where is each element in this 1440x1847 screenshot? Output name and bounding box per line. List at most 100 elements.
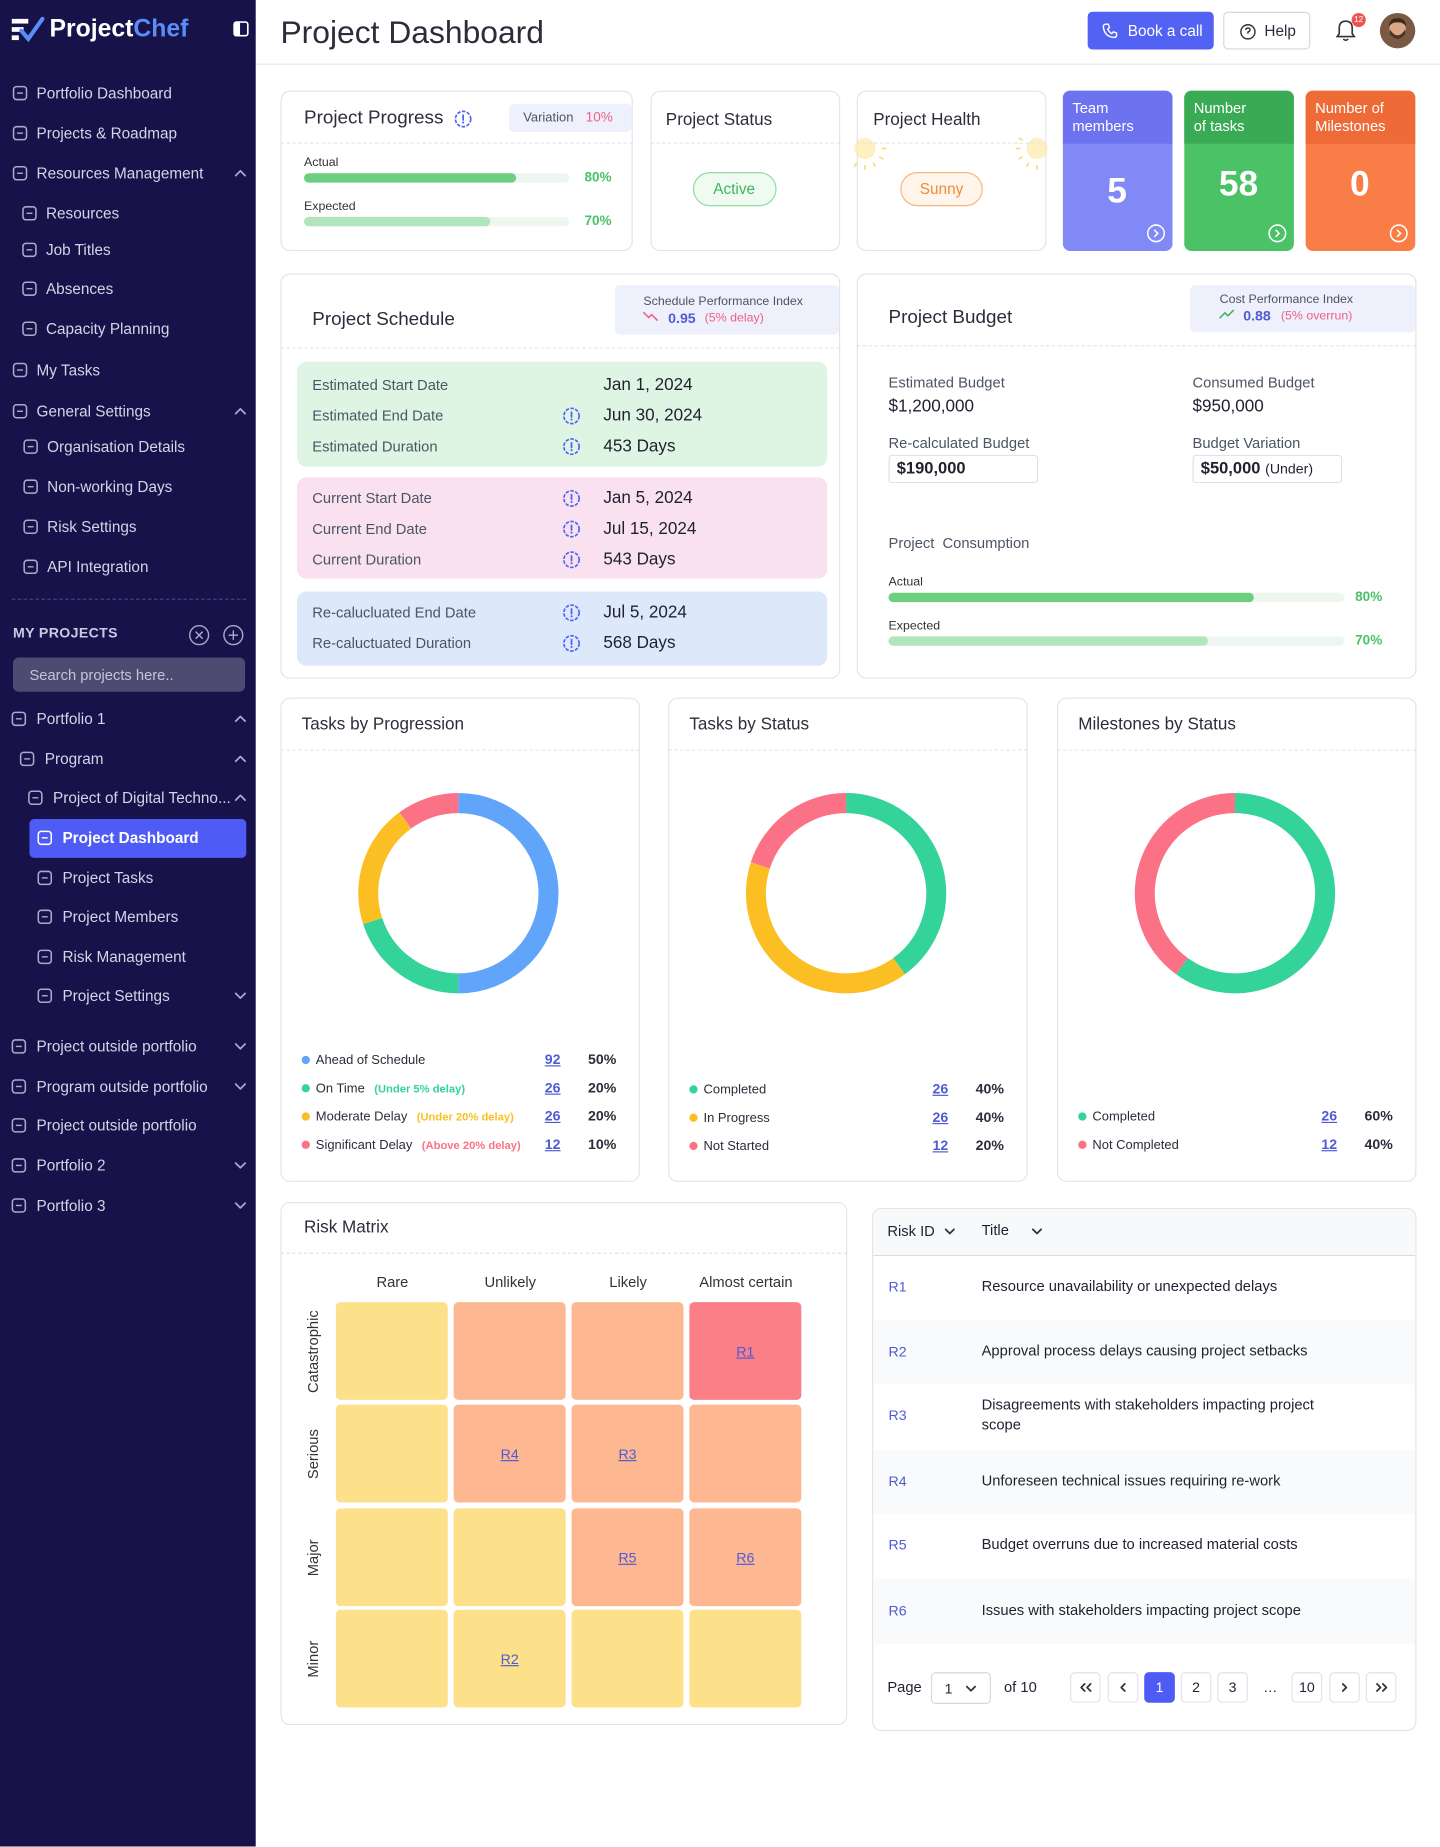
budget-value: $1,200,000 bbox=[888, 397, 975, 416]
tree-item[interactable]: Project outside portfolio bbox=[36, 1037, 197, 1056]
matrix-risk-link[interactable]: R4 bbox=[500, 1445, 519, 1463]
risk-id[interactable]: R6 bbox=[888, 1602, 907, 1620]
risk-id[interactable]: R4 bbox=[888, 1472, 907, 1490]
nav-item[interactable]: API Integration bbox=[47, 557, 149, 576]
matrix-risk-link[interactable]: R1 bbox=[736, 1343, 755, 1360]
legend-count[interactable]: 12 bbox=[1321, 1135, 1338, 1153]
tree-item[interactable]: Project Settings bbox=[62, 986, 170, 1005]
chevron-icon bbox=[234, 169, 246, 177]
matrix-cell bbox=[335, 1508, 448, 1607]
nav-item[interactable]: Non-working Days bbox=[47, 477, 173, 496]
legend-percent: 20% bbox=[587, 1079, 617, 1096]
page-number[interactable]: 3 bbox=[1228, 1679, 1237, 1696]
avatar[interactable] bbox=[1379, 12, 1416, 49]
pagination-button[interactable] bbox=[1107, 1672, 1139, 1703]
chevron-icon bbox=[1341, 1683, 1348, 1692]
page-select[interactable] bbox=[930, 1672, 992, 1704]
matrix-cell bbox=[571, 1404, 684, 1503]
tree-item[interactable]: Project outside portfolio bbox=[36, 1116, 197, 1135]
help-mark bbox=[1245, 27, 1251, 34]
index-box bbox=[1190, 285, 1416, 333]
nav-item-active[interactable]: Project Dashboard bbox=[62, 829, 199, 847]
legend-dot bbox=[689, 1112, 698, 1122]
legend-label: Completed bbox=[703, 1082, 767, 1098]
info-dot bbox=[570, 449, 573, 452]
pagination-button[interactable] bbox=[1217, 1672, 1248, 1703]
matrix-risk-link[interactable]: R6 bbox=[736, 1549, 755, 1567]
bar-fill bbox=[888, 592, 1254, 603]
nav-item[interactable]: General Settings bbox=[36, 402, 151, 421]
legend-count[interactable]: 26 bbox=[932, 1108, 949, 1126]
legend-count[interactable]: 26 bbox=[544, 1107, 561, 1125]
page-number[interactable]: 2 bbox=[1192, 1679, 1201, 1696]
chevron bbox=[1341, 1683, 1348, 1692]
nav-item[interactable]: Capacity Planning bbox=[45, 319, 170, 338]
tree-item[interactable]: Project of Digital Techno... bbox=[53, 788, 230, 807]
nav-item[interactable]: Absences bbox=[45, 279, 114, 298]
tree-item[interactable]: Risk Management bbox=[62, 948, 186, 966]
nav-item[interactable]: Organisation Details bbox=[47, 437, 186, 456]
nav-item[interactable]: Job Titles bbox=[45, 240, 111, 259]
stat-arrow-icon[interactable] bbox=[1389, 224, 1408, 243]
legend-count[interactable]: 26 bbox=[544, 1079, 561, 1096]
stat-label: Number of Milestones bbox=[1315, 100, 1386, 135]
legend-count[interactable]: 12 bbox=[544, 1135, 561, 1153]
nav-item[interactable]: Risk Settings bbox=[47, 517, 137, 536]
pagination-button[interactable] bbox=[1329, 1672, 1360, 1703]
nav-icon bbox=[19, 751, 35, 767]
nav-item[interactable]: Resources Management bbox=[36, 164, 204, 183]
column-header[interactable]: Title bbox=[981, 1221, 1009, 1239]
chevron bbox=[234, 1162, 246, 1169]
legend-count[interactable]: 92 bbox=[544, 1051, 561, 1068]
nav-icon-shape bbox=[11, 1158, 27, 1173]
tree-item[interactable]: Portfolio 2 bbox=[36, 1156, 106, 1175]
tree-item[interactable]: Portfolio 1 bbox=[36, 709, 106, 728]
pagination-button-active[interactable] bbox=[1144, 1672, 1175, 1703]
risk-id[interactable]: R5 bbox=[888, 1536, 907, 1554]
nav-icon bbox=[12, 85, 28, 101]
risk-id[interactable]: R1 bbox=[888, 1278, 907, 1296]
stat-value: 5 bbox=[1107, 172, 1127, 211]
bar-fill bbox=[304, 173, 517, 183]
matrix-risk-link[interactable]: R3 bbox=[618, 1445, 637, 1463]
legend-label-row: In Progress bbox=[704, 1107, 770, 1128]
add-icon bbox=[223, 625, 244, 646]
sidebar-toggle bbox=[233, 21, 249, 37]
search-input[interactable]: Search projects here.. bbox=[12, 657, 246, 692]
tree-item[interactable]: Program bbox=[44, 750, 104, 768]
pagination-button[interactable] bbox=[1069, 1672, 1101, 1703]
pagination-button[interactable] bbox=[1180, 1672, 1212, 1703]
nav-item[interactable]: Resources bbox=[45, 204, 120, 223]
book-call-button[interactable]: Book a call bbox=[1087, 11, 1214, 50]
risk-id[interactable]: R3 bbox=[888, 1407, 907, 1424]
stat-arrow-icon[interactable] bbox=[1268, 224, 1287, 243]
matrix-cell bbox=[571, 1609, 684, 1708]
nav-icon bbox=[22, 242, 37, 258]
column-header[interactable]: Risk ID bbox=[887, 1223, 935, 1240]
card-title: Risk Matrix bbox=[304, 1218, 389, 1238]
help-button[interactable]: Help bbox=[1223, 11, 1311, 50]
risk-id[interactable]: R2 bbox=[888, 1343, 907, 1360]
pagination-button[interactable] bbox=[1291, 1672, 1323, 1703]
page-number[interactable]: 10 bbox=[1298, 1679, 1315, 1696]
tree-item[interactable]: Program outside portfolio bbox=[36, 1077, 208, 1096]
nav-icon-shape bbox=[12, 125, 28, 141]
legend-count[interactable]: 12 bbox=[932, 1137, 949, 1154]
page-number[interactable]: 1 bbox=[1155, 1679, 1164, 1696]
pagination-button[interactable] bbox=[1365, 1672, 1397, 1703]
legend-count[interactable]: 26 bbox=[932, 1080, 949, 1098]
matrix-risk-link[interactable]: R5 bbox=[618, 1549, 637, 1567]
stat-arrow-icon[interactable] bbox=[1146, 224, 1166, 243]
nav-item[interactable]: My Tasks bbox=[36, 361, 101, 379]
tree-item[interactable]: Project Tasks bbox=[62, 869, 154, 887]
tree-item[interactable]: Portfolio 3 bbox=[36, 1196, 106, 1215]
nav-item[interactable]: Projects & Roadmap bbox=[36, 124, 178, 142]
legend-count[interactable]: 26 bbox=[1321, 1107, 1338, 1125]
matrix-cell bbox=[453, 1302, 566, 1400]
nav-icon-shape bbox=[11, 1118, 27, 1133]
nav-item[interactable]: Portfolio Dashboard bbox=[36, 84, 172, 102]
info-dot bbox=[462, 121, 465, 124]
bell-icon[interactable] bbox=[1335, 19, 1356, 43]
matrix-risk-link[interactable]: R2 bbox=[500, 1650, 519, 1668]
tree-item[interactable]: Project Members bbox=[62, 907, 179, 926]
